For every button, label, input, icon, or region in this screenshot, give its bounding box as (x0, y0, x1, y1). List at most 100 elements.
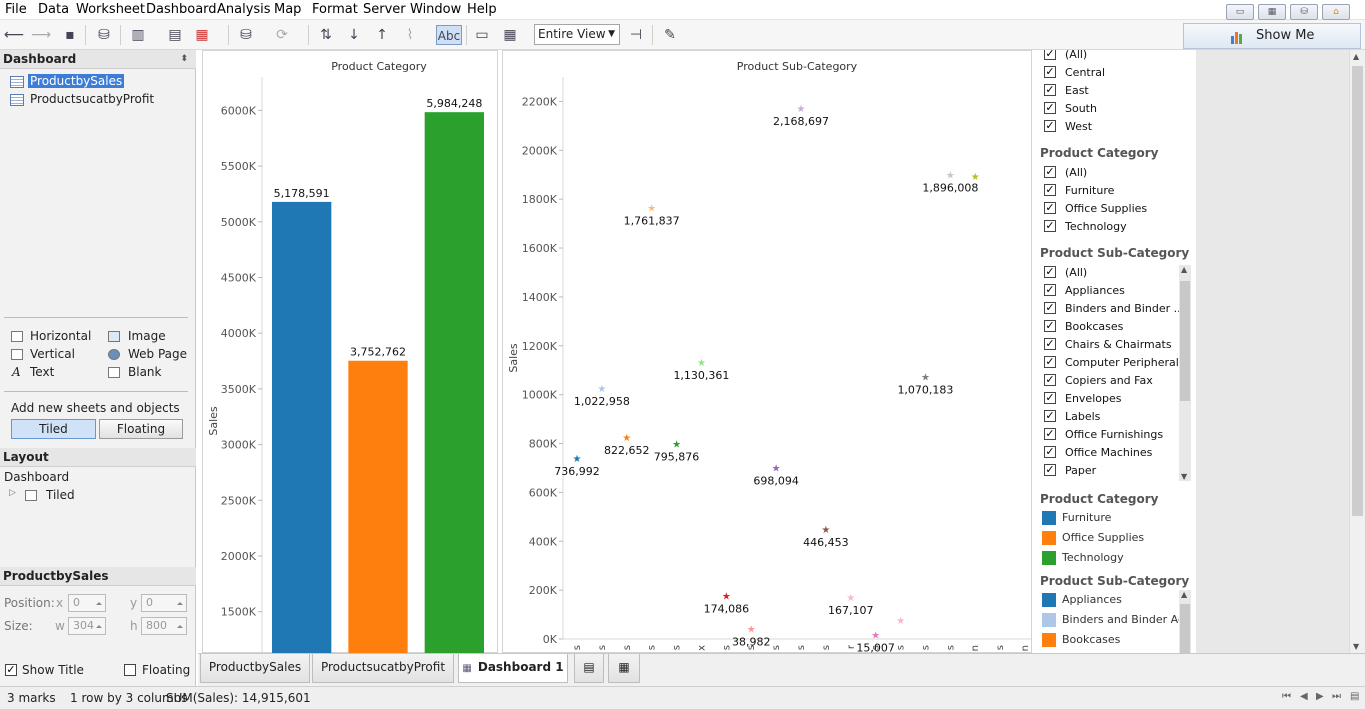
menu-map[interactable]: Map (274, 2, 302, 17)
new-worksheet-icon[interactable]: ▥ (131, 27, 145, 43)
save-icon[interactable]: ▪ (65, 27, 75, 43)
checkbox[interactable]: ✓ (1044, 445, 1056, 458)
tab-productbysales[interactable]: ProductbySales (200, 654, 310, 683)
checkbox[interactable]: ✓ (1044, 337, 1056, 350)
checkbox[interactable]: ✓ (1044, 119, 1056, 132)
width-input[interactable]: 304 (68, 617, 106, 635)
menu-server[interactable]: Server (363, 2, 406, 17)
sheet-sorter-icon[interactable]: ▦ (1258, 4, 1286, 20)
group-icon[interactable]: ⌇ (406, 27, 414, 43)
object-text[interactable]: Text (30, 365, 55, 379)
scroll-down-icon[interactable]: ▼ (1181, 472, 1188, 481)
object-image[interactable]: Image (128, 329, 166, 343)
menu-data[interactable]: Data (38, 2, 70, 17)
checkbox[interactable]: ✓ (1044, 265, 1056, 278)
refresh-icon[interactable]: ⟳ (276, 27, 288, 43)
dashboard-scrollbar[interactable]: ▲ ▼ (1349, 50, 1365, 653)
object-horizontal[interactable]: Horizontal (30, 329, 92, 343)
checkbox[interactable]: ✓ (1044, 201, 1056, 214)
checkbox[interactable]: ✓ (1044, 373, 1056, 386)
prev-sheet-icon[interactable]: ◀ (1300, 691, 1308, 702)
presentation-mode-icon[interactable]: ▭ (1226, 4, 1254, 20)
tab-dashboard-1[interactable]: ▦ Dashboard 1 (458, 654, 568, 683)
sheet-item-productbysales[interactable]: ProductbySales (28, 74, 125, 88)
checkbox[interactable]: ✓ (1044, 183, 1056, 196)
fix-axes-icon[interactable]: ⊣ (629, 27, 643, 43)
menu-worksheet[interactable]: Worksheet (76, 2, 146, 17)
floating-button[interactable]: Floating (99, 419, 183, 439)
menu-file[interactable]: File (5, 2, 27, 17)
checkbox[interactable]: ✓ (1044, 219, 1056, 232)
scroll-thumb[interactable] (1352, 66, 1363, 516)
sheet-menu-icon[interactable]: ▤ (1350, 691, 1360, 702)
y-position-input[interactable]: 0 (141, 594, 187, 612)
tiled-button[interactable]: Tiled (11, 419, 96, 439)
view-fit-select[interactable]: Entire View ▼ (534, 24, 620, 45)
presentation-icon[interactable]: ▭ (475, 27, 489, 43)
checkbox[interactable]: ✓ (1044, 463, 1056, 476)
layout-root-item[interactable]: Dashboard (4, 470, 70, 484)
object-web-page[interactable]: Web Page (128, 347, 188, 361)
checkbox[interactable]: ✓ (1044, 83, 1056, 96)
next-sheet-icon[interactable]: ▶ (1316, 691, 1324, 702)
duplicate-sheet-icon[interactable]: ▤ (168, 27, 182, 43)
menu-format[interactable]: Format (312, 2, 358, 17)
show-labels-icon[interactable]: Abc (436, 25, 462, 45)
height-input[interactable]: 800 (141, 617, 187, 635)
back-icon[interactable]: ⟵ (4, 27, 25, 43)
home-icon[interactable]: ⌂ (1322, 4, 1350, 20)
bar-technology (424, 112, 484, 654)
data-source-icon[interactable]: ⛁ (1290, 4, 1318, 20)
checkbox[interactable]: ✓ (1044, 101, 1056, 114)
scroll-down-icon[interactable]: ▼ (1353, 642, 1360, 651)
checkbox[interactable]: ✓ (1044, 50, 1056, 60)
y-tick-label: 400K (529, 535, 558, 548)
new-dashboard-tab-icon[interactable]: ▦ (608, 654, 640, 683)
checkbox[interactable]: ✓ (1044, 283, 1056, 296)
checkbox[interactable]: ✓ (1044, 301, 1056, 314)
checkbox[interactable]: ✓ (1044, 65, 1056, 78)
legend-scrollbar[interactable]: ▲ (1179, 590, 1191, 653)
checkbox[interactable]: ✓ (1044, 391, 1056, 404)
layout-tiled-item[interactable]: Tiled (46, 488, 75, 502)
checkbox[interactable]: ✓ (1044, 409, 1056, 422)
show-title-checkbox[interactable]: ✓ (5, 663, 17, 676)
pause-updates-icon[interactable]: ⛁ (240, 27, 252, 43)
sheet-item-productsucatbyprofit[interactable]: ProductsucatbyProfit (30, 92, 155, 106)
sort-descending-icon[interactable]: ↑ (376, 27, 388, 43)
scroll-up-icon[interactable]: ▲ (1181, 265, 1188, 274)
expand-icon[interactable]: ▷ (9, 488, 16, 498)
y-tick-label: 200K (529, 584, 558, 597)
forward-icon[interactable]: ⟶ (31, 27, 52, 43)
checkbox[interactable]: ✓ (1044, 165, 1056, 178)
product-subcategory-chart[interactable]: Product Sub-Category Sales 0K 200K 400K 600K 8… (502, 50, 1032, 654)
star-mark: ★ (871, 630, 880, 641)
x-position-input[interactable]: 0 (68, 594, 106, 612)
last-sheet-icon[interactable]: ⏭ (1332, 691, 1341, 702)
clear-sheet-icon[interactable]: ▦ (195, 27, 209, 43)
scroll-up-icon[interactable]: ▲ (1181, 590, 1188, 599)
first-sheet-icon[interactable]: ⏮ (1282, 691, 1291, 702)
new-worksheet-tab-icon[interactable]: ▤ (574, 654, 604, 683)
menu-analysis[interactable]: Analysis (217, 2, 271, 17)
checkbox[interactable]: ✓ (1044, 427, 1056, 440)
checkbox[interactable]: ✓ (1044, 319, 1056, 332)
highlight-icon[interactable]: ✎ (664, 27, 676, 43)
fit-icon[interactable]: ▦ (503, 27, 517, 43)
menu-help[interactable]: Help (467, 2, 497, 17)
subcat-filter-scrollbar[interactable]: ▲ ▼ (1179, 265, 1191, 481)
scroll-up-icon[interactable]: ▲ (1353, 52, 1360, 61)
product-category-bar-chart[interactable]: Product Category Sales 1500K 2000K 2500K 3000… (202, 50, 498, 655)
object-vertical[interactable]: Vertical (30, 347, 75, 361)
menu-dashboard[interactable]: Dashboard (146, 2, 217, 17)
object-blank[interactable]: Blank (128, 365, 162, 379)
menu-window[interactable]: Window (410, 2, 462, 17)
tab-productsucatbyprofit[interactable]: ProductsucatbyProfit (312, 654, 454, 683)
sort-ascending-icon[interactable]: ↓ (348, 27, 360, 43)
datasource-icon[interactable]: ⛁ (98, 27, 110, 43)
show-me-button[interactable]: Show Me (1183, 23, 1361, 49)
checkbox[interactable]: ✓ (1044, 355, 1056, 368)
point-data-label: 1,130,361 (673, 369, 729, 382)
swap-icon[interactable]: ⇅ (320, 27, 332, 43)
floating-checkbox[interactable] (124, 664, 136, 676)
